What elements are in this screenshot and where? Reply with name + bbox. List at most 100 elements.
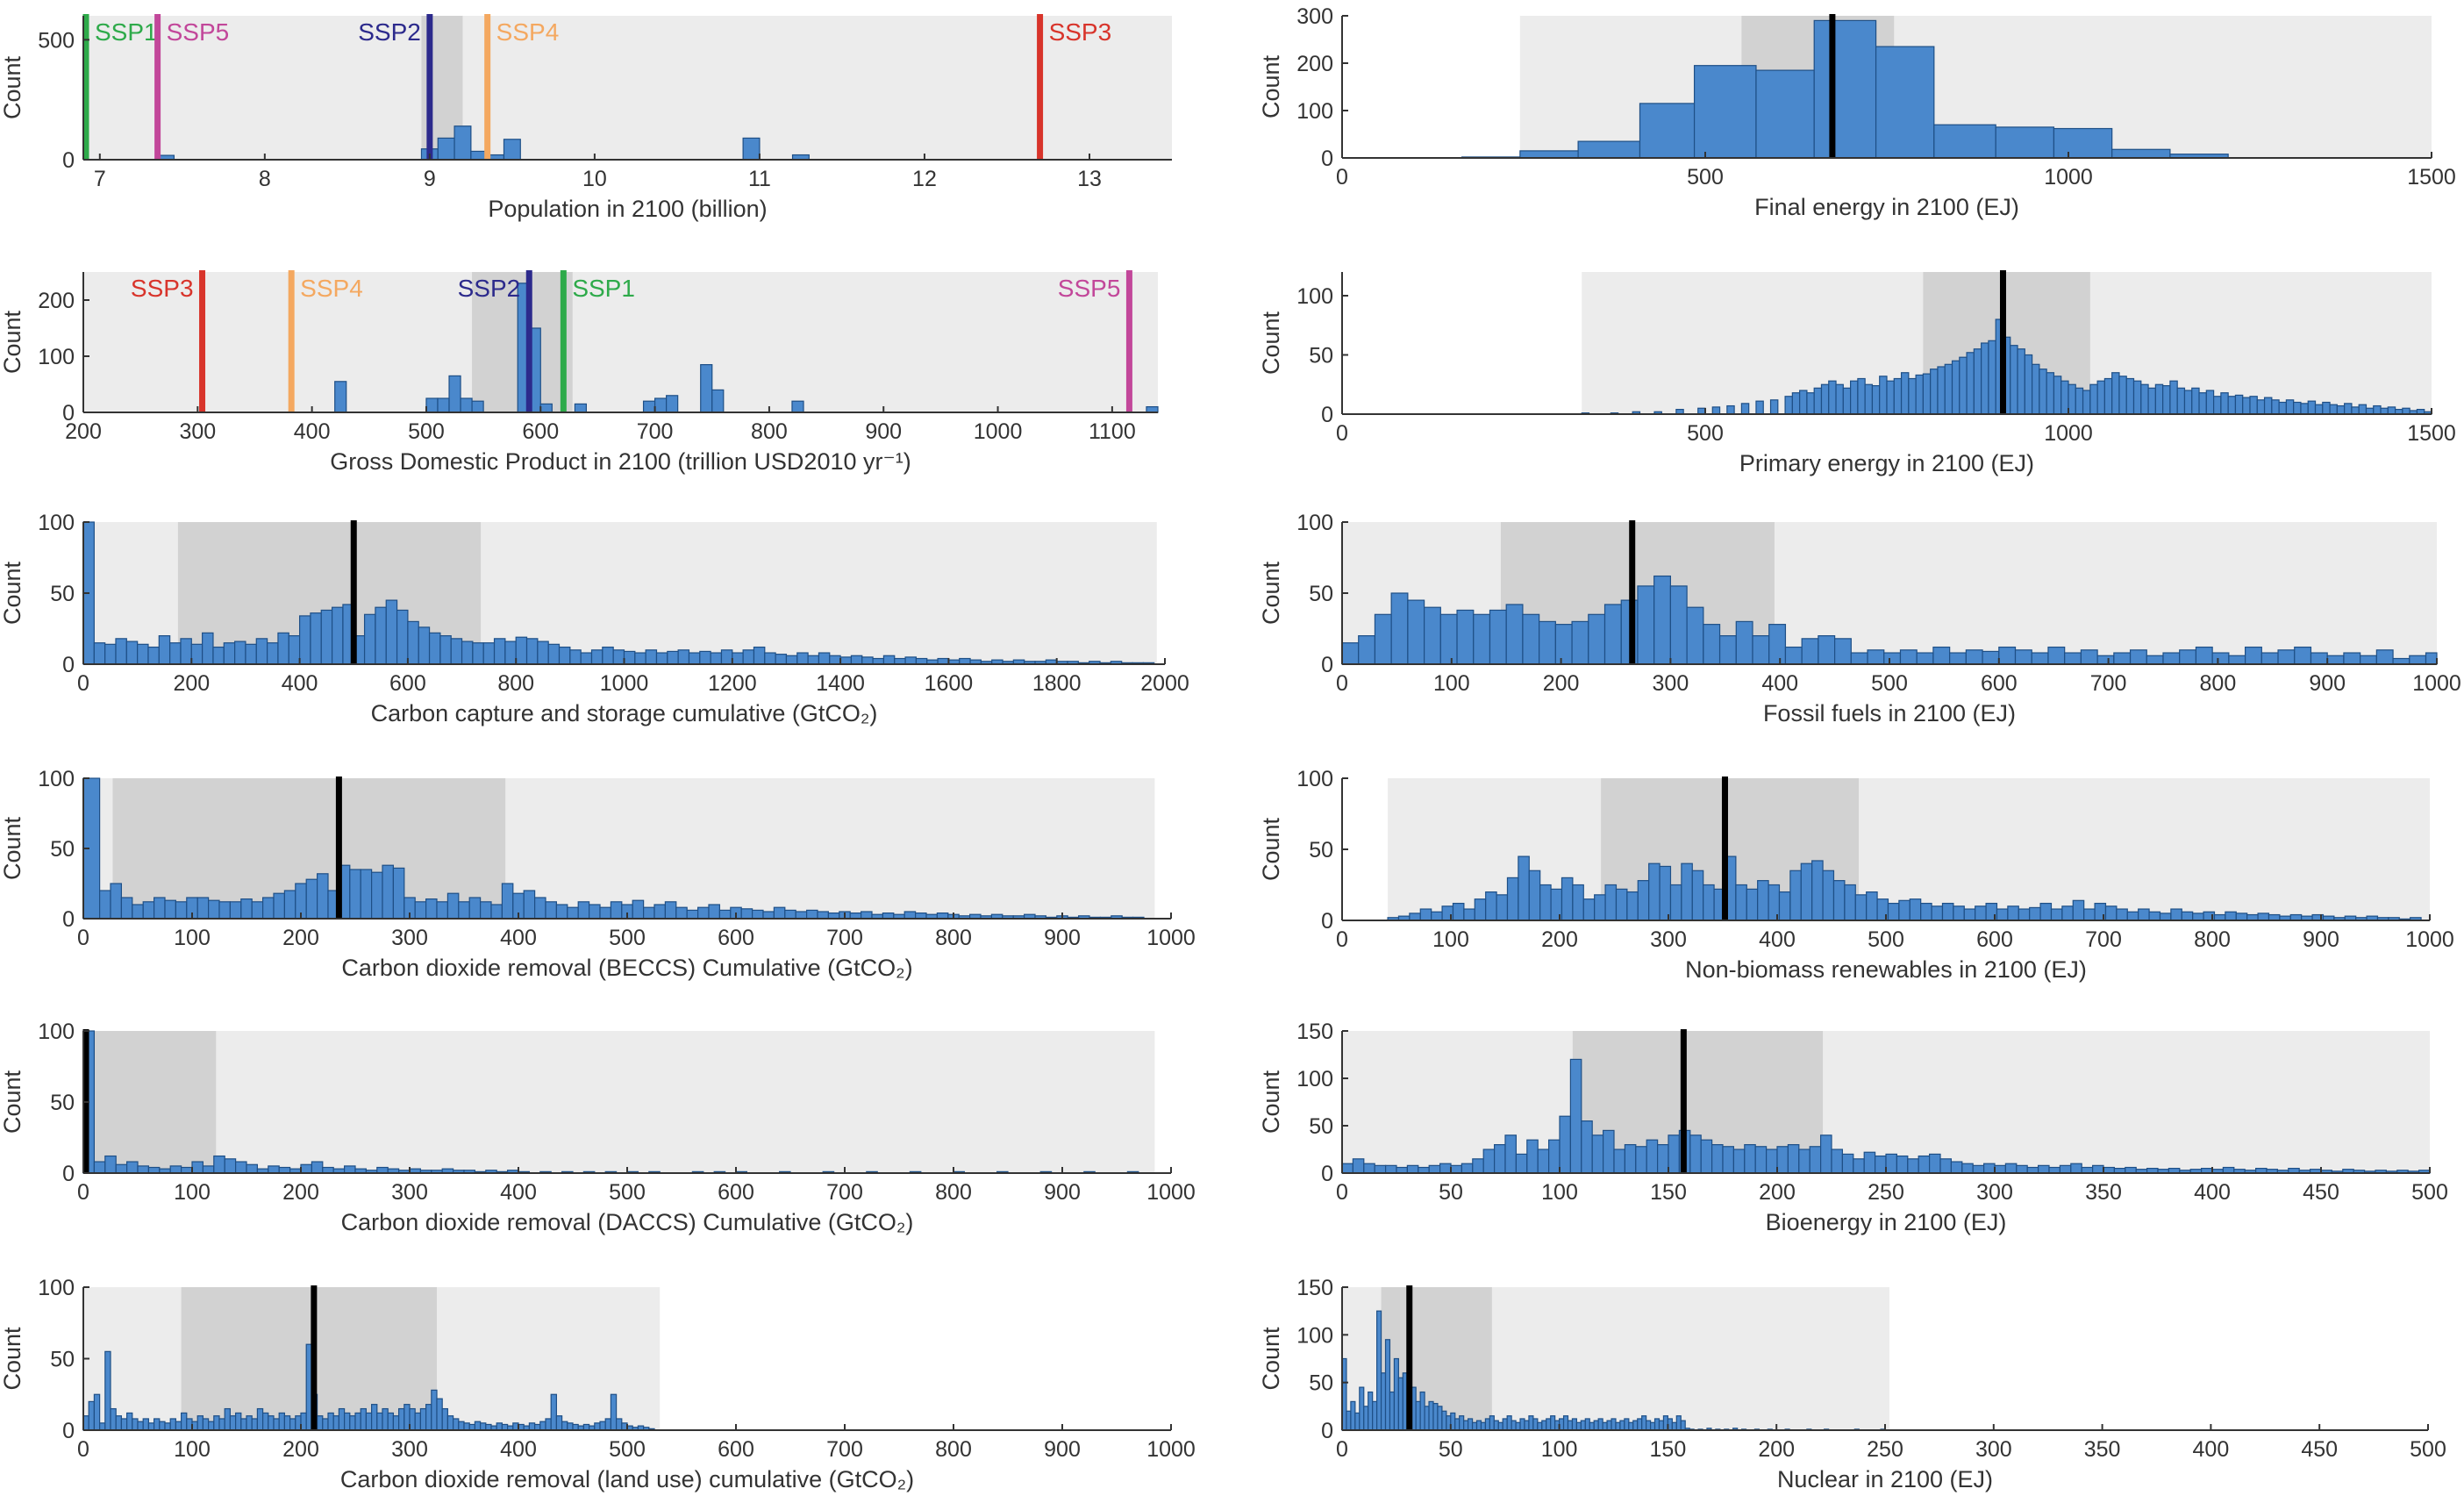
y-axis-label: Count (1258, 817, 1284, 881)
histogram-bar (1932, 646, 1951, 665)
histogram-bar (2010, 345, 2018, 415)
ssp-marker-label: SSP5 (1058, 275, 1121, 302)
histogram-bar (169, 642, 182, 665)
histogram-bar (1419, 1391, 1425, 1431)
histogram-bar (1841, 1153, 1854, 1174)
histogram-bar (1569, 1058, 1582, 1174)
histogram-bar (1637, 880, 1650, 921)
ssp-marker-label: SSP1 (95, 18, 158, 46)
x-axis-label: Final energy in 2100 (EJ) (1754, 194, 2019, 220)
histogram-bar (493, 638, 506, 665)
histogram-bar (1686, 606, 1704, 665)
histogram-bar (1615, 1421, 1621, 1431)
histogram-bar (2118, 376, 2127, 415)
x-tick-label: 1200 (708, 671, 757, 696)
histogram-bar (1831, 1149, 1843, 1174)
histogram-bar (1641, 1415, 1647, 1431)
histogram-bar (1597, 1418, 1603, 1431)
x-tick-label: 900 (2303, 927, 2339, 952)
x-tick-label: 700 (637, 419, 674, 444)
histogram-bar (2242, 397, 2251, 415)
histogram-bar (1397, 1377, 1403, 1431)
histogram-bar (223, 642, 236, 665)
histogram-bar (1740, 403, 1750, 415)
histogram-bar (1871, 385, 1881, 415)
histogram-bar (1439, 613, 1458, 665)
histogram-bar (2132, 380, 2142, 415)
histogram-bar (2271, 399, 2280, 415)
chart-bioenergy: 0 50 100 150 200 250 300 350 400 450 500 0 50 100 150 B… (1258, 1020, 2448, 1235)
histogram-bar (1519, 150, 1579, 159)
histogram-bar (1474, 898, 1487, 921)
histogram-bar (1950, 1161, 1963, 1174)
histogram-bar (164, 899, 176, 920)
histogram-bar (1961, 1163, 1974, 1174)
histogram-bar (1493, 1143, 1506, 1174)
histogram-bar (1561, 877, 1574, 921)
histogram-bar (338, 1407, 346, 1431)
histogram-bar (1602, 1421, 1608, 1431)
y-tick-label: 100 (1296, 284, 1333, 309)
histogram-bar (675, 906, 688, 920)
histogram-bar (1539, 884, 1552, 921)
x-tick-label: 700 (2085, 927, 2122, 952)
histogram-bar (1909, 898, 1922, 921)
x-tick-label: 1000 (1146, 1180, 1196, 1205)
histogram-bar (2004, 1163, 2018, 1174)
histogram-bar (1524, 1420, 1530, 1431)
chart-population: SSP1 SSP5 SSP2 SSP4 SSP3 7 8 9 10 11 12 13 0 500 Popul… (0, 14, 1172, 222)
histogram-bar (1496, 894, 1509, 921)
x-tick-label: 1400 (816, 671, 865, 696)
x-tick-label: 400 (2193, 1437, 2230, 1462)
histogram-bar (2060, 380, 2069, 415)
histogram-bar (2159, 913, 2172, 921)
histogram-bar (1875, 1155, 1887, 1174)
histogram-bar (202, 1165, 215, 1174)
histogram-bar (1811, 860, 1824, 921)
y-tick-label: 150 (1296, 1276, 1333, 1300)
histogram-bar (539, 403, 553, 413)
chart-beccs: 0 100 200 300 400 500 600 700 800 900 1000 0 50 100 Ca… (0, 767, 1196, 981)
histogram-bar (320, 609, 333, 665)
x-tick-label: 600 (522, 419, 559, 444)
histogram-bar (1489, 1415, 1495, 1431)
histogram-bar (175, 1421, 182, 1431)
x-tick-label: 500 (408, 419, 445, 444)
histogram-bar (2053, 376, 2062, 415)
histogram-bar (1372, 1400, 1378, 1431)
histogram-bar (115, 1415, 122, 1431)
histogram-bar (1554, 624, 1573, 665)
histogram-bar (1541, 1420, 1547, 1431)
y-tick-label: 0 (1321, 147, 1333, 171)
histogram-bar (2234, 394, 2244, 415)
histogram-bar (375, 606, 387, 665)
histogram-bar (208, 899, 220, 920)
histogram-bar (1752, 634, 1770, 665)
ssp-marker-label: SSP1 (572, 275, 635, 302)
histogram-bar (2031, 652, 2049, 665)
histogram-bar (623, 650, 636, 665)
histogram-bar (1341, 642, 1360, 665)
histogram-bar (1407, 599, 1425, 665)
histogram-bar (93, 642, 106, 665)
y-tick-label: 0 (62, 148, 75, 173)
x-tick-label: 1000 (2412, 671, 2461, 696)
histogram-bar (1646, 1420, 1652, 1431)
histogram-bar (213, 1415, 220, 1431)
x-axis-label: Nuclear in 2100 (EJ) (1777, 1466, 1993, 1492)
histogram-bar (700, 364, 713, 413)
histogram-bar (425, 1404, 432, 1431)
histogram-bar (147, 646, 160, 665)
x-tick-label: 100 (1433, 671, 1470, 696)
histogram-bar (1680, 1420, 1686, 1431)
x-tick-label: 13 (1077, 167, 1102, 191)
histogram-bar (267, 642, 279, 665)
histogram-bar (1765, 1149, 1778, 1174)
x-tick-label: 300 (391, 1437, 428, 1462)
histogram-bar (436, 1398, 443, 1431)
histogram-bar (903, 911, 917, 920)
x-tick-label: 0 (1336, 927, 1348, 952)
histogram-bar (1798, 1149, 1811, 1174)
histogram-bar (599, 1421, 606, 1431)
histogram-bar (2387, 406, 2396, 415)
